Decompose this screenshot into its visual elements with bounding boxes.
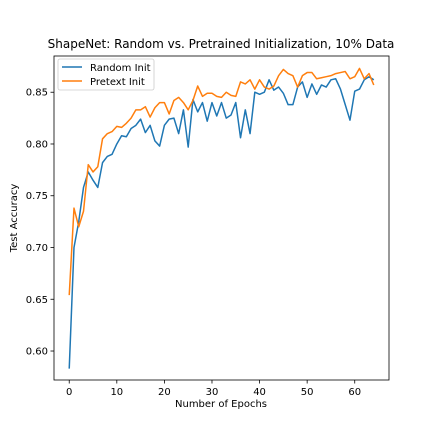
x-tick-label: 0 [66, 387, 72, 398]
plot-frame [53, 55, 390, 381]
y-tick-label: 0.65 [26, 295, 48, 306]
y-tick-label: 0.60 [26, 347, 48, 358]
x-tick-label: 20 [158, 387, 171, 398]
legend-label-random-init: Random Init [90, 63, 151, 74]
y-tick-label: 0.75 [26, 191, 48, 202]
x-tick-label: 40 [253, 387, 266, 398]
y-tick-label: 0.85 [26, 88, 48, 99]
x-tick-label: 60 [348, 387, 361, 398]
x-axis-label: Number of Epochs [175, 399, 267, 410]
y-tick-label: 0.70 [26, 243, 48, 254]
x-tick-label: 30 [206, 387, 219, 398]
series-lines [68, 67, 375, 369]
chart-title: ShapeNet: Random vs. Pretrained Initiali… [48, 37, 395, 51]
plot-area [53, 55, 390, 381]
x-tick-label: 50 [301, 387, 314, 398]
y-tick-label: 0.80 [26, 139, 48, 150]
legend-label-pretext-init: Pretext Init [90, 77, 145, 88]
series-line-pretext-init [68, 67, 375, 296]
series-line-random-init [68, 75, 375, 369]
y-axis: 0.60 0.65 0.70 0.75 0.80 0.85 [26, 88, 54, 358]
x-tick-label: 10 [110, 387, 123, 398]
x-axis: 0 10 20 30 40 50 60 [66, 380, 361, 398]
legend: Random Init Pretext Init [57, 58, 155, 91]
y-axis-label: Test Accuracy [9, 184, 20, 254]
